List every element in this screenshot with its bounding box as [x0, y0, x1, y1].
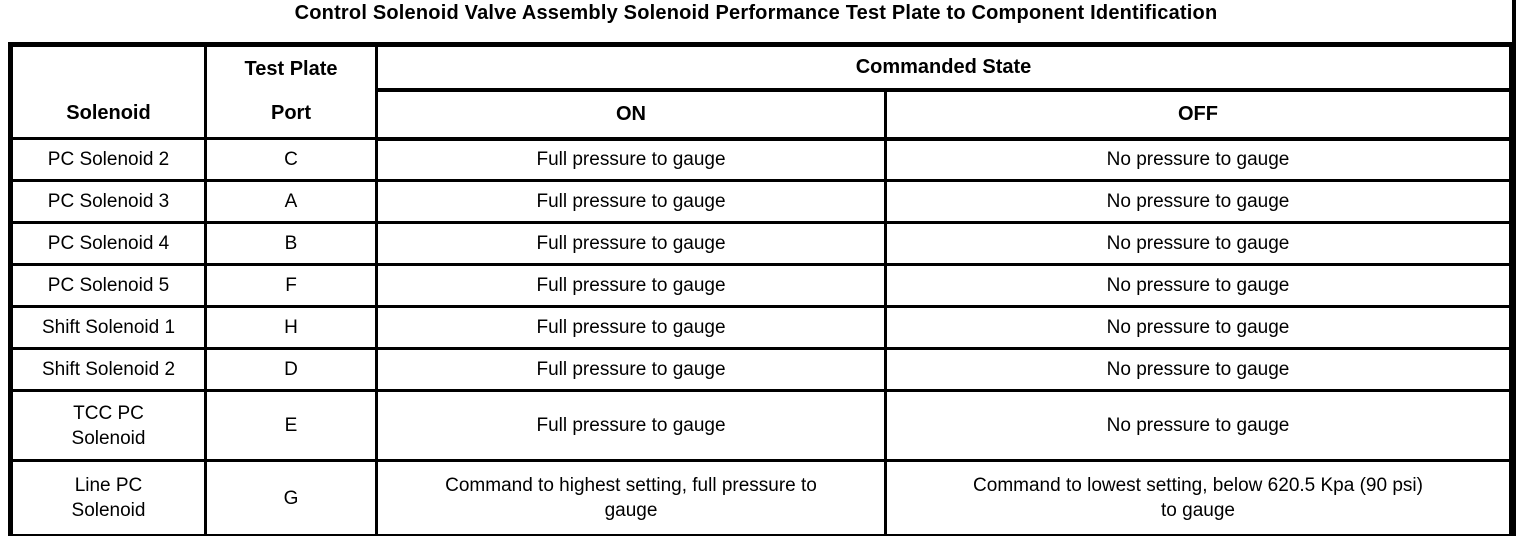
cell-off-state: No pressure to gauge [884, 305, 1513, 350]
cell-solenoid: Shift Solenoid 2 [9, 347, 207, 392]
column-header-on: ON [375, 88, 887, 141]
cell-port: B [204, 221, 378, 266]
table-row-pc-solenoid-5: PC Solenoid 5 F Full pressure to gauge N… [9, 263, 1513, 308]
cell-solenoid: Shift Solenoid 1 [9, 305, 207, 350]
cell-off-state: No pressure to gauge [884, 347, 1513, 392]
column-header-commanded-state: Commanded State [375, 43, 1513, 93]
cell-off-state: No pressure to gauge [884, 263, 1513, 308]
cell-port: F [204, 263, 378, 308]
table-row-pc-solenoid-2: PC Solenoid 2 C Full pressure to gauge N… [9, 137, 1513, 182]
table-header: Solenoid Test Plate Port Commanded State… [9, 43, 1513, 141]
table-row-pc-solenoid-4: PC Solenoid 4 B Full pressure to gauge N… [9, 221, 1513, 266]
cell-on-state: Full pressure to gauge [375, 137, 887, 182]
cell-solenoid: TCC PC Solenoid [9, 389, 207, 462]
cell-on-state: Full pressure to gauge [375, 221, 887, 266]
cell-on-state: Full pressure to gauge [375, 347, 887, 392]
cell-solenoid: PC Solenoid 5 [9, 263, 207, 308]
page-title: Control Solenoid Valve Assembly Solenoid… [294, 2, 1218, 24]
cell-port: E [204, 389, 378, 462]
cell-port: G [204, 459, 378, 536]
column-header-off: OFF [884, 88, 1513, 141]
cell-on-state: Full pressure to gauge [375, 179, 887, 224]
cell-port: H [204, 305, 378, 350]
cell-solenoid: Line PC Solenoid [9, 459, 207, 536]
cell-on-state: Full pressure to gauge [375, 263, 887, 308]
cell-solenoid: PC Solenoid 4 [9, 221, 207, 266]
cell-on-state: Command to highest setting, full pressur… [375, 459, 887, 536]
header-row-1: Solenoid Test Plate Port Commanded State [9, 43, 1513, 140]
table-row-tcc-pc-solenoid: TCC PC Solenoid E Full pressure to gauge… [9, 389, 1513, 462]
table-row-pc-solenoid-3: PC Solenoid 3 A Full pressure to gauge N… [9, 179, 1513, 224]
cell-port: D [204, 347, 378, 392]
cell-solenoid: PC Solenoid 2 [9, 137, 207, 182]
cell-port: A [204, 179, 378, 224]
header-row-2: ON OFF [11, 88, 1513, 141]
cell-on-state: Full pressure to gauge [375, 389, 887, 462]
cell-solenoid: PC Solenoid 3 [9, 179, 207, 224]
column-header-solenoid: Solenoid [9, 43, 207, 140]
table-row-shift-solenoid-1: Shift Solenoid 1 H Full pressure to gaug… [9, 305, 1513, 350]
cell-port: C [204, 137, 378, 182]
column-header-test-plate-port: Test Plate Port [204, 43, 378, 140]
table-row-shift-solenoid-2: Shift Solenoid 2 D Full pressure to gaug… [9, 347, 1513, 392]
cell-off-state: No pressure to gauge [884, 389, 1513, 462]
table-row-line-pc-solenoid: Line PC Solenoid G Command to highest se… [9, 459, 1513, 536]
cell-off-state: No pressure to gauge [884, 221, 1513, 266]
cell-on-state: Full pressure to gauge [375, 305, 887, 350]
solenoid-performance-table: Solenoid Test Plate Port Commanded State… [8, 42, 1514, 536]
table-body: PC Solenoid 2 C Full pressure to gauge N… [9, 137, 1513, 536]
cell-off-state: No pressure to gauge [884, 137, 1513, 182]
page-frame-right-border [1512, 0, 1516, 536]
cell-off-state: No pressure to gauge [884, 179, 1513, 224]
cell-off-state: Command to lowest setting, below 620.5 K… [884, 459, 1513, 536]
